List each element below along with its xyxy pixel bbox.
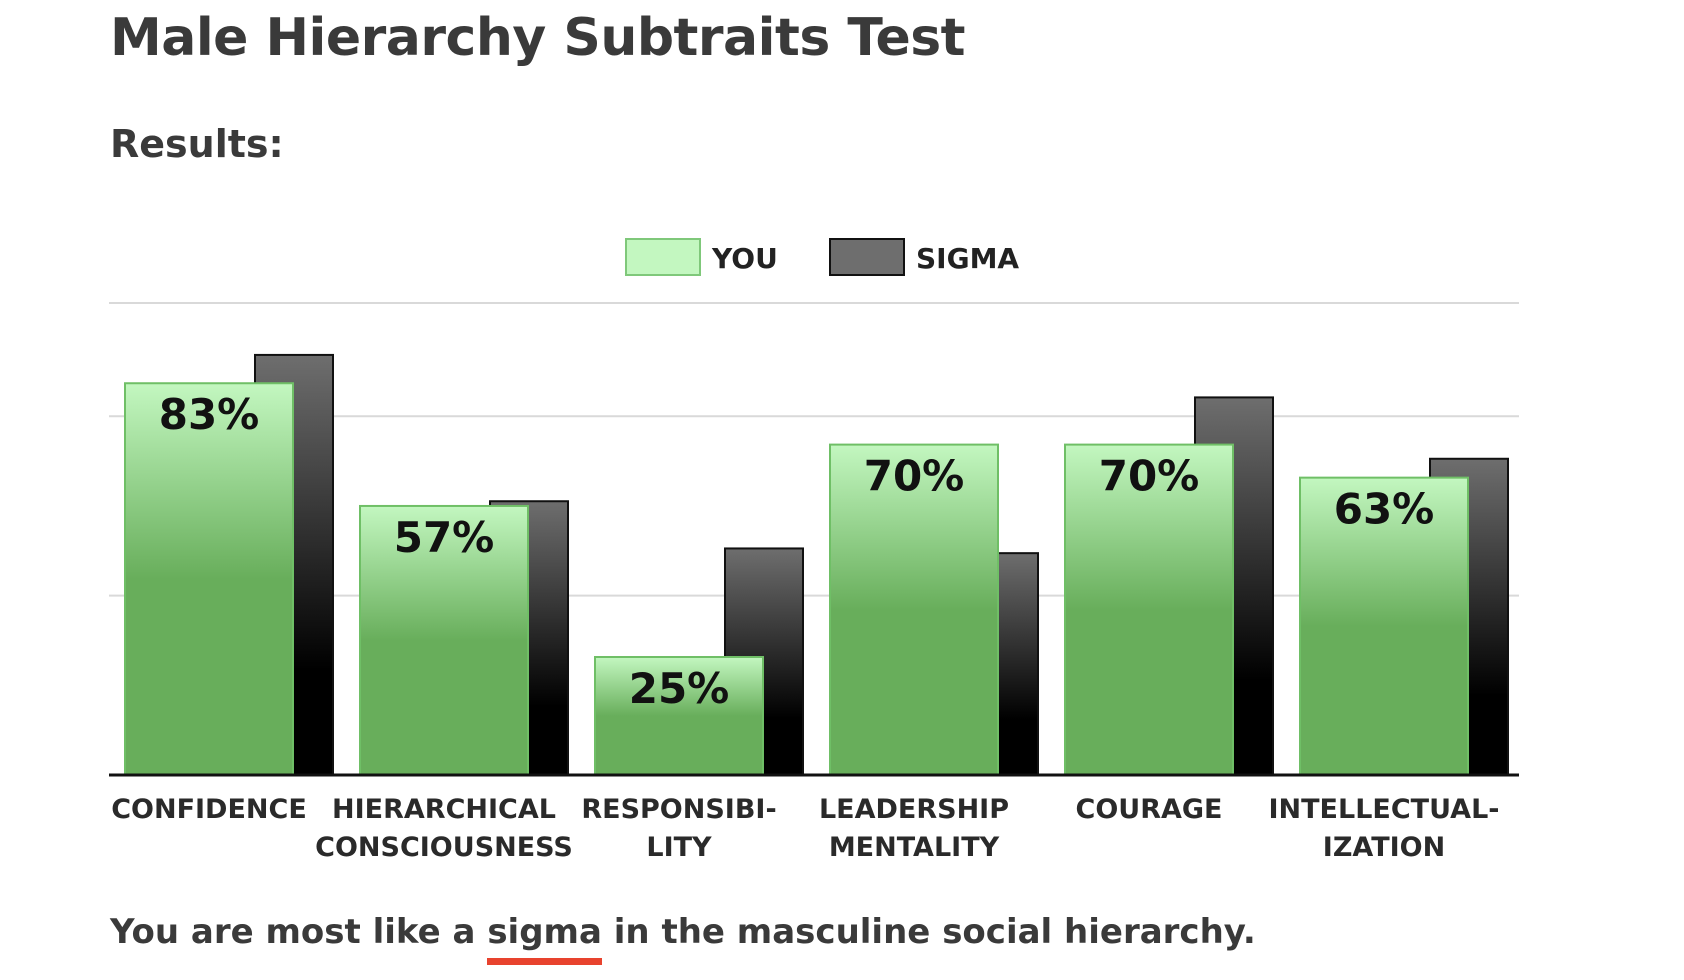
legend-label-sigma: SIGMA xyxy=(916,242,1019,275)
bar-you-label-5: 63% xyxy=(1334,485,1435,534)
bar-you-0 xyxy=(124,382,294,776)
chart-gridlines xyxy=(109,302,1519,597)
bar-you-5 xyxy=(1299,476,1469,776)
legend-swatch-you xyxy=(625,238,701,276)
chart-legend: YOU SIGMA xyxy=(625,238,1019,276)
x-label-1-line-1: CONSCIOUSNESS xyxy=(315,832,573,863)
bar-you-label-1: 57% xyxy=(394,513,495,562)
x-label-5-line-0: INTELLECTUAL- xyxy=(1269,794,1500,825)
x-label-3-line-0: LEADERSHIP xyxy=(819,794,1009,825)
bar-you-3 xyxy=(829,443,999,776)
x-label-1-line-0: HIERARCHICAL xyxy=(332,794,556,825)
bar-you-4 xyxy=(1064,443,1234,776)
results-heading: Results: xyxy=(110,122,284,166)
page-title: Male Hierarchy Subtraits Test xyxy=(110,8,966,68)
x-label-5-line-1: IZATION xyxy=(1323,832,1445,863)
x-label-0-line-0: CONFIDENCE xyxy=(111,794,307,825)
bar-you-label-3: 70% xyxy=(864,452,965,501)
summary-prefix: You are most like a xyxy=(110,912,488,952)
summary-suffix: in the masculine social hierarchy. xyxy=(601,912,1256,952)
x-label-2-line-0: RESPONSIBI- xyxy=(581,794,776,825)
chart-x-labels: CONFIDENCE HIERARCHICAL CONSCIOUSNESS RESPO… xyxy=(111,794,1499,863)
bar-you-label-0: 83% xyxy=(159,390,260,439)
bar-you-label-4: 70% xyxy=(1099,452,1200,501)
legend-label-you: YOU xyxy=(711,242,778,275)
x-label-4-line-0: COURAGE xyxy=(1076,794,1223,825)
results-chart: YOU SIGMA 83% 57% 25% 70% 70% 63% CONFIDENCE HI… xyxy=(109,238,1519,863)
x-label-3-line-1: MENTALITY xyxy=(829,832,1000,863)
chart-bars: 83% 57% 25% 70% 70% 63% xyxy=(124,353,1509,776)
result-summary: You are most like a sigma in the masculi… xyxy=(110,912,1256,965)
legend-swatch-sigma xyxy=(829,238,905,276)
bar-you-label-2: 25% xyxy=(629,664,730,713)
sigma-type-link[interactable]: sigma xyxy=(487,912,602,965)
x-label-2-line-1: LITY xyxy=(646,832,712,863)
